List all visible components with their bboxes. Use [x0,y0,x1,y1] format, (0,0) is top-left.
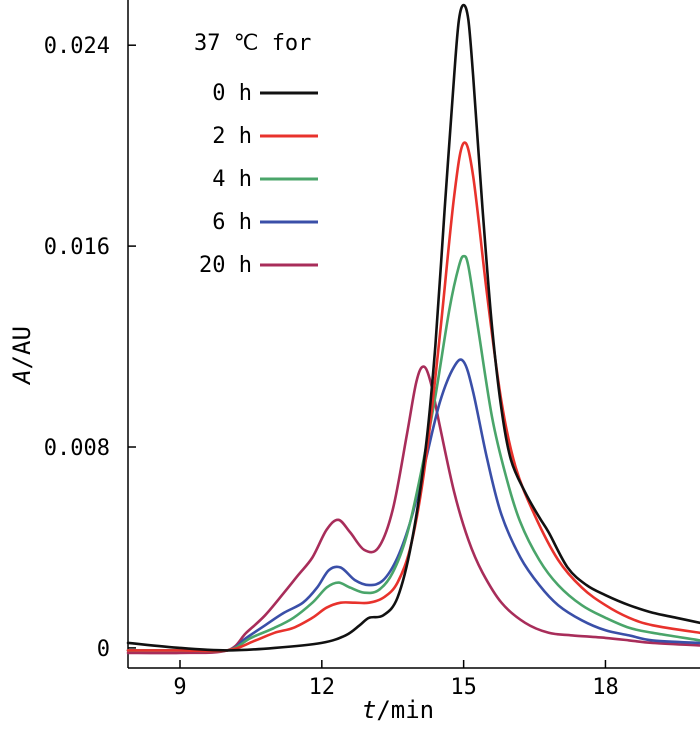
series-line-4h [126,254,700,653]
x-axis-title-symbol: t [362,696,376,724]
series-group [126,3,700,655]
legend-title: 37 ℃ for [194,31,311,56]
x-tick-label: 18 [592,675,619,700]
legend-label-2h: 2 h [212,124,252,149]
legend-label-4h: 4 h [212,167,252,192]
legend: 37 ℃ for 0 h 2 h 4 h 6 h 20 h [194,31,318,278]
x-tick-label: 15 [450,675,477,700]
x-tick-label: 9 [173,675,186,700]
y-tick-label: 0.016 [44,235,110,260]
y-axis-title-symbol: A [8,369,36,385]
legend-label-0h: 0 h [212,81,252,106]
y-axis-title-unit: /AU [8,326,36,369]
x-axis-title: t/min [362,696,434,724]
x-axis-title-unit: /min [376,696,434,724]
axes [127,0,700,669]
legend-label-20h: 20 h [199,253,252,278]
series-line-0h [126,3,700,652]
ticks: 9 12 15 18 0 0.008 0.016 0.024 [44,34,619,700]
series-line-20h [126,365,700,655]
y-tick-label: 0.024 [44,34,110,59]
y-axis-title: A/AU [8,326,36,386]
y-tick-label: 0.008 [44,436,110,461]
series-line-2h [126,141,700,653]
legend-label-6h: 6 h [212,210,252,235]
x-tick-label: 12 [309,675,336,700]
y-tick-label: 0 [97,637,110,662]
